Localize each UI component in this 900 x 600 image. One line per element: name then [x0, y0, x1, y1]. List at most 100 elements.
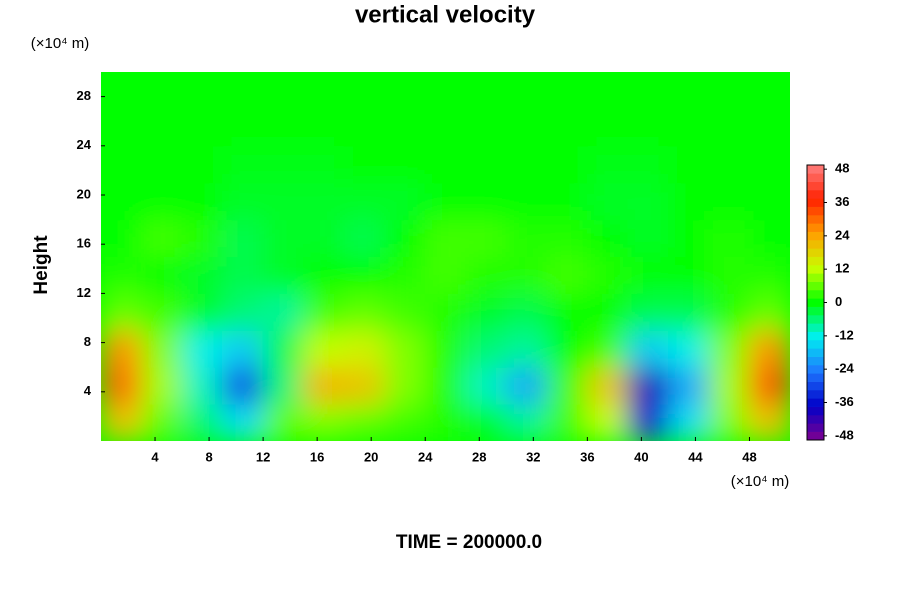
colorbar-band — [807, 206, 824, 216]
field-cell — [627, 403, 669, 441]
field-cell — [627, 329, 669, 368]
field-cell — [262, 182, 305, 221]
field-cell — [465, 108, 507, 147]
field-cell — [424, 329, 467, 368]
field-cell — [708, 72, 750, 110]
field-cell — [101, 145, 143, 184]
field-cell — [262, 145, 305, 184]
field-cell — [262, 256, 305, 294]
colorbar-band — [807, 331, 824, 341]
field-cell — [586, 292, 629, 331]
field-cell — [505, 256, 548, 294]
field-cell — [181, 292, 224, 331]
field-cell — [181, 403, 224, 441]
field-cell — [303, 182, 345, 221]
field-cell — [586, 72, 629, 110]
footer: TIME = 200000.0 — [396, 532, 542, 553]
field-cell — [262, 219, 305, 257]
field-cell — [303, 329, 345, 368]
colorbar-tick-label: 48 — [835, 161, 849, 176]
field-cell — [343, 256, 386, 294]
field-cell — [667, 182, 710, 221]
plot-area — [101, 72, 790, 441]
field-cell — [708, 366, 750, 405]
field-cell — [424, 145, 467, 184]
field-cell — [627, 182, 669, 221]
field-cell — [141, 403, 183, 441]
field-cell — [546, 403, 588, 441]
field-cell — [262, 329, 305, 368]
colorbar-tick-label: -12 — [835, 327, 854, 342]
field-cell — [303, 145, 345, 184]
field-cell — [424, 108, 467, 147]
field-cell — [708, 329, 750, 368]
field-cell — [141, 292, 183, 331]
field-cell — [262, 366, 305, 405]
field-cell — [384, 256, 426, 294]
x-tick-label: 48 — [742, 449, 756, 464]
field-cell — [708, 145, 750, 184]
field-cell — [627, 256, 669, 294]
field-cell — [505, 108, 548, 147]
field-cell — [546, 72, 588, 110]
field-cell — [222, 292, 264, 331]
colorbar-band — [807, 256, 824, 266]
field-cell — [546, 219, 588, 257]
field-cell — [546, 145, 588, 184]
field-cell — [667, 403, 710, 441]
field-cell — [505, 329, 548, 368]
field-cell — [303, 256, 345, 294]
field-cell — [748, 219, 790, 257]
field-cell — [101, 403, 143, 441]
field-cell — [384, 219, 426, 257]
colorbar-band — [807, 348, 824, 357]
field-cell — [141, 329, 183, 368]
colorbar-band — [807, 415, 824, 424]
field-cell — [222, 182, 264, 221]
colorbar-band — [807, 306, 824, 316]
field-cell — [384, 292, 426, 331]
y-tick-label: 16 — [77, 236, 91, 251]
field-cell — [343, 72, 386, 110]
colorbar-band — [807, 356, 824, 366]
field-cell — [303, 403, 345, 441]
field-cell — [667, 366, 710, 405]
field-cell — [101, 256, 143, 294]
field-cell — [424, 72, 467, 110]
field-cell — [546, 366, 588, 405]
colorbar-tick-label: 0 — [835, 294, 842, 309]
field-cell — [222, 219, 264, 257]
field-cell — [424, 403, 467, 441]
colorbar-band — [807, 373, 824, 382]
field-cell — [384, 329, 426, 368]
colorbar-band — [807, 190, 824, 199]
field-cell — [627, 72, 669, 110]
field-cell — [181, 72, 224, 110]
field-cell — [546, 108, 588, 147]
field-cell — [708, 403, 750, 441]
field-cell — [141, 108, 183, 147]
field-cell — [708, 182, 750, 221]
field-cell — [748, 292, 790, 331]
field-cell — [748, 182, 790, 221]
y-axis-label: Height — [31, 235, 52, 295]
colorbar-band — [807, 215, 824, 224]
field-cell — [748, 329, 790, 368]
field-cell — [748, 256, 790, 294]
field-cell — [465, 145, 507, 184]
field-cell — [424, 256, 467, 294]
field-cell — [181, 182, 224, 221]
field-cell — [586, 329, 629, 368]
colorbar-tick-label: 36 — [835, 194, 849, 209]
field-cell — [667, 108, 710, 147]
y-tick-label: 4 — [84, 383, 92, 398]
colorbar-band — [807, 398, 824, 407]
field-cell — [627, 219, 669, 257]
colorbar-band — [807, 240, 824, 249]
field-cell — [222, 108, 264, 147]
field-cell — [465, 182, 507, 221]
field-cell — [222, 256, 264, 294]
field-cell — [343, 292, 386, 331]
colorbar-tick-label: 24 — [835, 227, 850, 242]
